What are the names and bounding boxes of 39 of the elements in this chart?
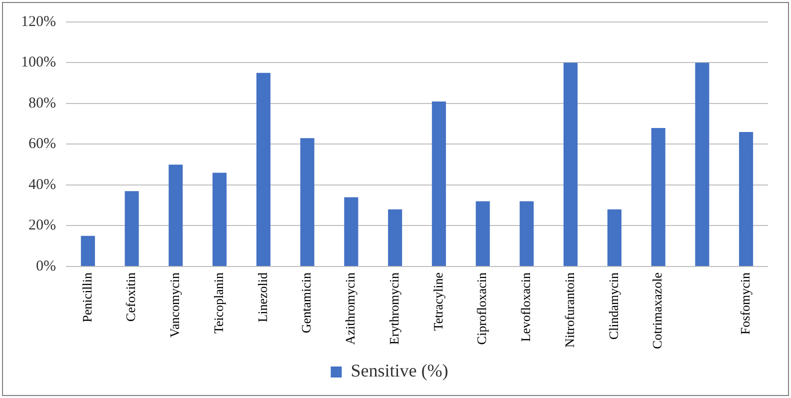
bar <box>168 164 183 266</box>
x-tick-label: Penicillin <box>79 272 94 322</box>
bar <box>607 209 622 266</box>
bar <box>212 172 227 266</box>
y-tick-label: 60% <box>28 136 56 152</box>
legend-label: Sensitive (%) <box>350 360 448 381</box>
x-tick-label: Nitrofurantoin <box>562 272 577 348</box>
bar <box>80 236 95 266</box>
y-tick-label: 40% <box>28 176 56 193</box>
bar <box>695 62 710 266</box>
x-tick-label: Cefoxitin <box>123 272 138 322</box>
y-tick-label: 0% <box>36 258 56 274</box>
x-tick-label: Clindamycin <box>606 272 621 340</box>
x-tick-label: Vancomycin <box>167 272 182 338</box>
bar <box>739 132 754 266</box>
x-tick-label: Fosfomycin <box>737 272 752 335</box>
x-tick-label: Levofloxacin <box>518 272 534 342</box>
x-tick-label: Tetracyline <box>430 272 446 331</box>
y-tick-label: 120% <box>20 14 56 30</box>
y-tick-label: 20% <box>28 218 56 234</box>
bar <box>124 191 139 266</box>
bar <box>344 197 358 266</box>
x-tick-label: Cotrimaxazole <box>650 272 665 350</box>
y-tick-label: 100% <box>20 54 56 71</box>
x-tick-label: Azithromycin <box>342 272 358 345</box>
x-tick-label: Gentamicin <box>298 272 314 334</box>
bar <box>256 72 270 266</box>
bar <box>476 201 490 266</box>
bar <box>388 209 402 266</box>
bar <box>651 128 666 266</box>
x-tick-label: Teicoplanin <box>210 272 226 334</box>
bar <box>564 62 578 266</box>
x-tick-label: Linezolid <box>254 272 270 322</box>
bar <box>300 138 314 266</box>
y-tick-label: 80% <box>28 95 56 112</box>
bar <box>432 101 446 266</box>
bar <box>520 201 534 266</box>
x-tick-label: Ciprofloxacin <box>474 272 490 345</box>
x-tick-label: Erythromycin <box>386 272 402 345</box>
